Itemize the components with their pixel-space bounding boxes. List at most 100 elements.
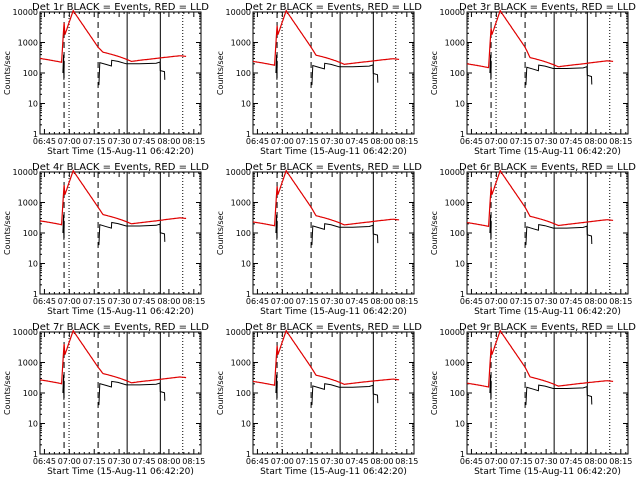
panel-title: Det 4r BLACK = Events, RED = LLD bbox=[32, 162, 209, 173]
y-tick-label: 10000 bbox=[440, 328, 465, 337]
x-tick-label: 07:15 bbox=[296, 457, 319, 466]
x-tick-label: 07:00 bbox=[485, 297, 508, 306]
y-tick-label: 100 bbox=[236, 389, 251, 398]
events-series-line bbox=[311, 62, 379, 86]
y-axis-label: Counts/sec bbox=[216, 211, 225, 255]
events-series-line bbox=[98, 221, 166, 246]
y-tick-label: 10 bbox=[241, 260, 251, 269]
panel-4: 1 10 100 1000 10000 06:45 07:00 07:15 07:30 07:45… bbox=[3, 162, 209, 317]
y-tick-label: 10 bbox=[28, 420, 38, 429]
events-series-line bbox=[525, 224, 593, 246]
y-tick-label: 100 bbox=[450, 229, 465, 238]
x-tick-label: 08:15 bbox=[609, 297, 632, 306]
panel-3: 1 10 100 1000 10000 06:45 07:00 07:15 07:30 07:45… bbox=[430, 2, 636, 157]
y-tick-label: 10000 bbox=[13, 168, 38, 177]
x-tick-label: 06:45 bbox=[460, 297, 483, 306]
x-tick-label: 07:45 bbox=[132, 137, 155, 146]
x-tick-label: 07:30 bbox=[108, 137, 131, 146]
y-axis-label: Counts/sec bbox=[216, 51, 225, 95]
x-tick-label: 07:45 bbox=[559, 297, 582, 306]
events-series-line bbox=[275, 214, 278, 240]
x-tick-label: 07:00 bbox=[485, 137, 508, 146]
panel-title: Det 8r BLACK = Events, RED = LLD bbox=[245, 322, 422, 333]
x-tick-label: 07:45 bbox=[559, 457, 582, 466]
x-tick-label: 06:45 bbox=[246, 297, 269, 306]
x-tick-label: 08:00 bbox=[157, 137, 180, 146]
lld-series-line bbox=[39, 9, 187, 64]
y-tick-label: 10 bbox=[28, 100, 38, 109]
x-tick-label: 06:45 bbox=[246, 137, 269, 146]
lld-series-line bbox=[466, 9, 614, 69]
x-tick-label: 08:00 bbox=[370, 297, 393, 306]
panel-2: 1 10 100 1000 10000 06:45 07:00 07:15 07:30 07:45… bbox=[216, 2, 422, 157]
y-axis-label: Counts/sec bbox=[3, 51, 12, 95]
x-tick-label: 08:00 bbox=[157, 457, 180, 466]
y-axis-label: Counts/sec bbox=[430, 51, 439, 95]
y-tick-label: 10 bbox=[455, 420, 465, 429]
x-tick-label: 07:00 bbox=[58, 297, 81, 306]
y-tick-label: 100 bbox=[236, 229, 251, 238]
panel-8: 1 10 100 1000 10000 06:45 07:00 07:15 07:30 07:45… bbox=[216, 322, 422, 477]
panel-title: Det 1r BLACK = Events, RED = LLD bbox=[32, 2, 209, 13]
panel-title: Det 9r BLACK = Events, RED = LLD bbox=[459, 322, 636, 333]
events-series-line bbox=[489, 54, 492, 80]
y-tick-label: 10 bbox=[455, 100, 465, 109]
y-tick-label: 1 bbox=[246, 450, 251, 459]
x-tick-label: 07:15 bbox=[83, 297, 106, 306]
x-tick-label: 06:45 bbox=[33, 457, 56, 466]
y-tick-label: 100 bbox=[450, 389, 465, 398]
lld-series-line bbox=[466, 169, 614, 228]
events-series-line bbox=[62, 374, 65, 400]
y-tick-label: 10 bbox=[28, 260, 38, 269]
y-tick-label: 10 bbox=[455, 260, 465, 269]
y-tick-label: 1 bbox=[246, 130, 251, 139]
x-tick-label: 07:30 bbox=[321, 297, 344, 306]
x-tick-label: 07:30 bbox=[108, 457, 131, 466]
x-tick-label: 06:45 bbox=[246, 457, 269, 466]
y-tick-label: 1000 bbox=[445, 359, 465, 368]
events-series-line bbox=[311, 223, 379, 246]
x-tick-label: 07:00 bbox=[485, 457, 508, 466]
x-tick-label: 07:00 bbox=[271, 137, 294, 146]
events-series-line bbox=[98, 59, 166, 86]
y-tick-label: 10 bbox=[241, 420, 251, 429]
y-axis-label: Counts/sec bbox=[3, 211, 12, 255]
y-tick-label: 100 bbox=[23, 229, 38, 238]
x-tick-label: 08:15 bbox=[182, 457, 205, 466]
x-tick-label: 07:00 bbox=[58, 457, 81, 466]
panel-6: 1 10 100 1000 10000 06:45 07:00 07:15 07:30 07:45… bbox=[430, 162, 636, 317]
x-tick-label: 07:30 bbox=[321, 457, 344, 466]
x-tick-label: 07:45 bbox=[559, 137, 582, 146]
y-tick-label: 10000 bbox=[226, 168, 251, 177]
x-axis-label: Start Time (15-Aug-11 06:42:20) bbox=[474, 307, 621, 317]
y-tick-label: 1000 bbox=[445, 39, 465, 48]
x-tick-label: 08:15 bbox=[182, 137, 205, 146]
x-tick-label: 07:45 bbox=[345, 457, 368, 466]
events-series-line bbox=[489, 374, 492, 400]
y-tick-label: 100 bbox=[23, 389, 38, 398]
panel-title: Det 5r BLACK = Events, RED = LLD bbox=[245, 162, 422, 173]
y-tick-label: 100 bbox=[236, 69, 251, 78]
x-tick-label: 08:00 bbox=[584, 457, 607, 466]
x-tick-label: 07:45 bbox=[132, 297, 155, 306]
y-axis-label: Counts/sec bbox=[3, 371, 12, 415]
x-tick-label: 06:45 bbox=[33, 137, 56, 146]
panel-title: Det 6r BLACK = Events, RED = LLD bbox=[459, 162, 636, 173]
x-tick-label: 07:30 bbox=[535, 297, 558, 306]
x-axis-label: Start Time (15-Aug-11 06:42:20) bbox=[47, 307, 194, 317]
x-tick-label: 07:45 bbox=[345, 137, 368, 146]
panel-title: Det 7r BLACK = Events, RED = LLD bbox=[32, 322, 209, 333]
y-tick-label: 1000 bbox=[18, 39, 38, 48]
events-series-line bbox=[62, 214, 65, 240]
panel-title: Det 3r BLACK = Events, RED = LLD bbox=[459, 2, 636, 13]
y-tick-label: 10000 bbox=[13, 328, 38, 337]
x-tick-label: 07:00 bbox=[58, 137, 81, 146]
y-tick-label: 1000 bbox=[231, 199, 251, 208]
lld-series-line bbox=[252, 329, 400, 386]
y-tick-label: 100 bbox=[450, 69, 465, 78]
x-tick-label: 08:00 bbox=[157, 297, 180, 306]
x-tick-label: 07:15 bbox=[296, 297, 319, 306]
x-tick-label: 07:30 bbox=[535, 137, 558, 146]
x-axis-label: Start Time (15-Aug-11 06:42:20) bbox=[47, 147, 194, 157]
x-tick-label: 07:15 bbox=[510, 297, 533, 306]
